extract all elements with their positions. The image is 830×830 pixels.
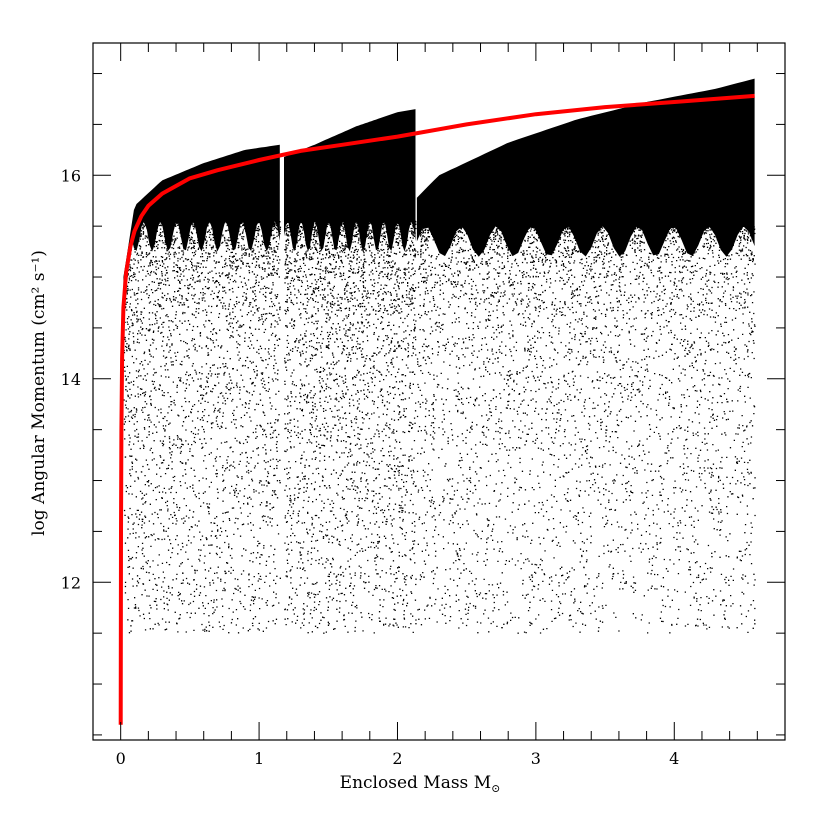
series-line-1 [118,93,755,725]
curve-layer [118,93,755,725]
x-axis-label-text: Enclosed Mass M [340,773,491,793]
sun-symbol-subscript: ⊙ [491,782,500,795]
y-axis-label: log Angular Momentum (cm² s⁻¹) [29,250,49,536]
x-tick-label: 3 [531,749,541,768]
axis-ticks [92,43,786,740]
x-tick-label: 2 [392,749,402,768]
scatter-segment-2 [284,109,417,634]
x-tick-label: 4 [669,749,679,768]
y-tick-label: 12 [61,573,81,592]
scatter-points [123,78,756,634]
scatter-dense-core [123,144,280,288]
scatter-segment-3 [416,78,756,634]
scatter-sparse-points [284,220,417,634]
x-tick-label: 0 [116,749,126,768]
y-tick-label: 14 [61,370,81,389]
x-axis-label: Enclosed Mass M⊙ [340,773,501,795]
y-tick-label: 16 [61,166,81,185]
scatter-sparse-points [416,225,756,634]
x-tick-label: 1 [254,749,264,768]
scatter-dense-core [416,78,755,257]
plot-frame [92,42,786,741]
scatter-dense-core [284,109,416,252]
